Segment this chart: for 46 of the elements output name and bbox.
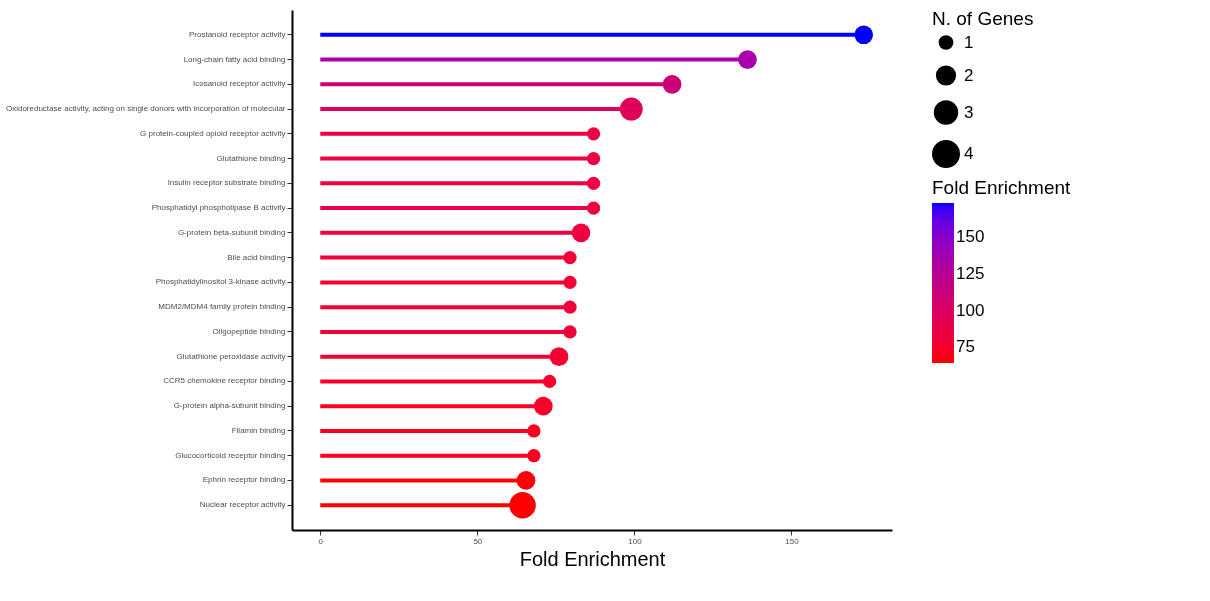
- point: [527, 424, 541, 438]
- y-tick-label: Oxidoreductase activity, acting on single donors with incorporation of molecular: [5, 104, 286, 114]
- color-bar-title: Fold Enrichment: [932, 177, 1072, 198]
- point: [563, 325, 577, 339]
- legend-label: 2: [964, 65, 974, 85]
- point: [586, 127, 601, 141]
- color-bar-label: 75: [956, 337, 975, 357]
- y-tick-label: Bile acid binding: [227, 252, 286, 262]
- x-tick-label: 100: [628, 536, 643, 546]
- x-tick-label: 50: [473, 536, 483, 546]
- y-tick-label: Nuclear receptor activity: [199, 500, 286, 510]
- legend-label: 4: [964, 144, 974, 163]
- y-tick-label: Phosphatidylinositol 3-kinase activity: [155, 277, 286, 287]
- y-tick-label: Glutathione peroxidase activity: [176, 351, 286, 361]
- y-tick-label: Ephrin receptor binding: [202, 475, 286, 485]
- y-tick-label: Glucocorticoid receptor binding: [175, 450, 286, 460]
- point: [586, 201, 601, 215]
- color-bar-label: 150: [956, 226, 985, 246]
- legend-label: 3: [964, 102, 974, 122]
- point: [527, 449, 541, 463]
- y-tick-label: Filamin binding: [231, 425, 286, 435]
- y-tick-label: Glutathione binding: [216, 153, 286, 163]
- y-tick-label: Long-chain fatty acid binding: [183, 54, 286, 64]
- y-tick-label: Phosphatidyl phospholipase B activity: [151, 203, 286, 213]
- y-tick-label: Prostanoid receptor activity: [189, 29, 286, 39]
- x-tick-label: 0: [318, 536, 324, 546]
- legend-title: N. of Genes: [932, 8, 1034, 29]
- x-tick-label: 150: [785, 536, 800, 546]
- color-bar-label: 100: [956, 300, 985, 320]
- point: [563, 300, 577, 314]
- y-tick-label: MDM2/MDM4 family protein binding: [158, 302, 286, 312]
- color-bar-label: 125: [956, 263, 985, 283]
- y-tick-label: Icosanoid receptor activity: [193, 79, 286, 89]
- legend-label: 1: [964, 32, 974, 52]
- point: [563, 275, 577, 289]
- y-tick-label: G-protein alpha-subunit binding: [173, 401, 286, 411]
- point: [586, 151, 601, 166]
- point: [542, 374, 557, 389]
- y-tick-label: G-protein beta-subunit binding: [177, 227, 286, 237]
- point: [563, 251, 577, 265]
- y-tick-label: G protein-coupled opioid receptor activity: [140, 128, 286, 138]
- x-axis-title: Fold Enrichment: [519, 547, 666, 570]
- y-tick-label: CCR5 chemokine receptor binding: [163, 376, 286, 386]
- y-tick-label: Insulin receptor substrate binding: [167, 178, 286, 188]
- point: [586, 176, 601, 190]
- y-tick-label: Oligopeptide binding: [212, 326, 286, 336]
